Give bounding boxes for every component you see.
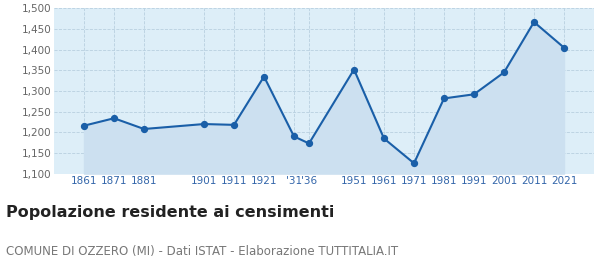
Text: COMUNE DI OZZERO (MI) - Dati ISTAT - Elaborazione TUTTITALIA.IT: COMUNE DI OZZERO (MI) - Dati ISTAT - Ela… [6, 245, 398, 258]
Point [499, 70, 509, 75]
Point [139, 127, 149, 131]
Point [109, 116, 119, 120]
Point [349, 67, 359, 72]
Point [289, 134, 299, 139]
Point [439, 96, 449, 101]
Text: Popolazione residente ai censimenti: Popolazione residente ai censimenti [6, 205, 334, 220]
Point [199, 122, 209, 126]
Point [409, 161, 419, 165]
Point [79, 123, 89, 128]
Point [559, 45, 569, 50]
Point [379, 136, 389, 141]
Point [259, 74, 269, 79]
Point [529, 20, 539, 24]
Point [469, 92, 479, 97]
Point [229, 123, 239, 127]
Point [304, 141, 314, 146]
